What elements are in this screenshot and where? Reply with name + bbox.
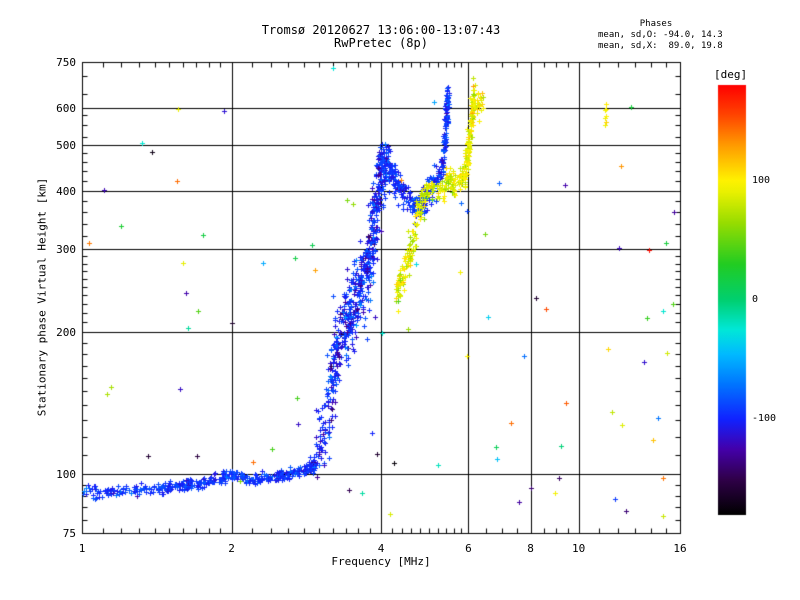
x-tick-label: 1 bbox=[78, 542, 86, 555]
phase-stats-title: Phases bbox=[639, 19, 673, 29]
colorbar-unit-label: [deg] bbox=[714, 68, 748, 81]
colorbar-tick-label: 100 bbox=[752, 174, 771, 186]
x-tick-label: 16 bbox=[673, 542, 687, 555]
plot-subtitle: RwPretec (8p) bbox=[334, 36, 428, 50]
x-tick-label: 2 bbox=[228, 542, 235, 555]
y-axis-title: Stationary phase Virtual Height [km] bbox=[35, 177, 49, 417]
x-tick-label: 6 bbox=[465, 542, 472, 555]
y-tick-label: 300 bbox=[56, 243, 76, 257]
colorbar-tick-label: -100 bbox=[752, 413, 777, 425]
y-tick-label: 400 bbox=[56, 184, 76, 198]
phase-stats-x-mode: mean, sd,X: 89.0, 19.8 bbox=[598, 41, 723, 51]
x-tick-label: 4 bbox=[377, 542, 385, 555]
y-tick-label: 75 bbox=[62, 527, 76, 540]
y-tick-label: 100 bbox=[56, 468, 76, 482]
phase-stats-o-mode: mean, sd,O: -94.0, 14.3 bbox=[598, 30, 723, 40]
plot-title: Tromsø 20120627 13:06:00-13:07:43 bbox=[261, 23, 501, 37]
x-tick-label: 10 bbox=[572, 542, 586, 555]
x-axis-title: Frequency [MHz] bbox=[331, 555, 431, 568]
y-tick-label: 750 bbox=[56, 56, 76, 69]
y-tick-label: 600 bbox=[56, 101, 76, 115]
y-tick-label: 200 bbox=[56, 326, 76, 340]
x-tick-label: 8 bbox=[527, 542, 534, 555]
y-tick-label: 500 bbox=[56, 138, 76, 152]
colorbar-tick-label: 0 bbox=[752, 294, 759, 305]
